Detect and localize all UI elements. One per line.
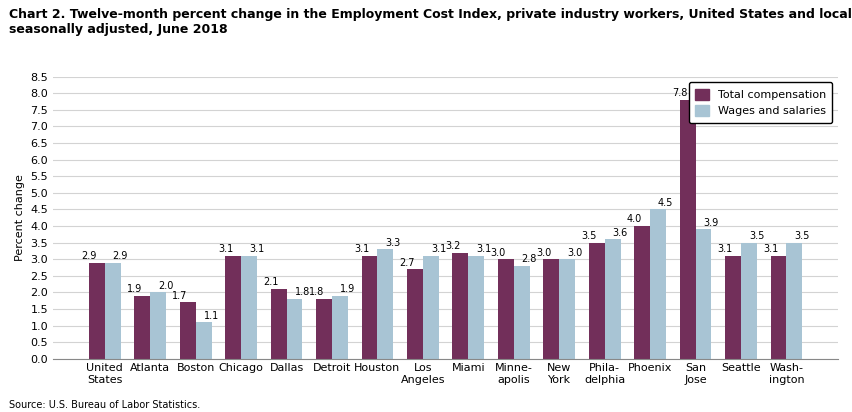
Bar — [649, 209, 665, 359]
Text: 3.1: 3.1 — [763, 244, 778, 254]
Bar — [195, 322, 211, 359]
Bar — [241, 256, 256, 359]
Bar — [694, 229, 711, 359]
Text: 2.7: 2.7 — [399, 258, 414, 267]
Bar — [633, 226, 649, 359]
Text: 2.9: 2.9 — [81, 251, 96, 261]
Bar — [786, 243, 802, 359]
Text: 1.7: 1.7 — [172, 291, 187, 301]
Text: 7.8: 7.8 — [671, 88, 687, 98]
Text: 1.8: 1.8 — [294, 288, 309, 297]
Text: 3.1: 3.1 — [717, 244, 732, 254]
Bar — [604, 239, 619, 359]
Bar — [769, 256, 786, 359]
Text: 2.9: 2.9 — [112, 251, 128, 261]
Text: 3.1: 3.1 — [354, 244, 369, 254]
Text: 4.5: 4.5 — [657, 198, 672, 208]
Text: 2.0: 2.0 — [158, 281, 173, 291]
Text: 3.5: 3.5 — [580, 231, 596, 241]
Text: 2.1: 2.1 — [263, 278, 279, 288]
Text: 3.5: 3.5 — [748, 231, 763, 241]
Bar — [105, 262, 120, 359]
Text: 3.0: 3.0 — [490, 248, 505, 258]
Legend: Total compensation, Wages and salaries: Total compensation, Wages and salaries — [688, 82, 832, 123]
Text: 3.5: 3.5 — [793, 231, 809, 241]
Bar — [498, 259, 513, 359]
Text: 3.2: 3.2 — [445, 241, 460, 251]
Y-axis label: Percent change: Percent change — [15, 174, 25, 261]
Text: 1.9: 1.9 — [127, 284, 142, 294]
Bar — [679, 100, 694, 359]
Text: 3.1: 3.1 — [249, 244, 264, 254]
Bar — [559, 259, 574, 359]
Text: 3.0: 3.0 — [567, 248, 582, 258]
Text: 3.6: 3.6 — [612, 228, 627, 238]
Text: 3.1: 3.1 — [475, 244, 491, 254]
Bar — [513, 266, 529, 359]
Text: 2.8: 2.8 — [521, 254, 537, 264]
Bar — [423, 256, 438, 359]
Bar — [377, 249, 393, 359]
Bar — [270, 289, 286, 359]
Bar — [180, 302, 195, 359]
Text: 3.9: 3.9 — [703, 218, 718, 228]
Bar — [225, 256, 241, 359]
Text: 1.9: 1.9 — [340, 284, 354, 294]
Text: Chart 2. Twelve-month percent change in the Employment Cost Index, private indus: Chart 2. Twelve-month percent change in … — [9, 8, 852, 36]
Text: Source: U.S. Bureau of Labor Statistics.: Source: U.S. Bureau of Labor Statistics. — [9, 400, 199, 410]
Text: 4.0: 4.0 — [626, 214, 642, 225]
Text: 3.1: 3.1 — [430, 244, 446, 254]
Text: 1.8: 1.8 — [308, 288, 324, 297]
Text: 3.1: 3.1 — [217, 244, 233, 254]
Bar — [406, 269, 423, 359]
Bar — [468, 256, 484, 359]
Bar — [724, 256, 740, 359]
Bar — [89, 262, 105, 359]
Bar — [588, 243, 604, 359]
Text: 1.1: 1.1 — [204, 311, 219, 321]
Bar — [543, 259, 559, 359]
Text: 3.3: 3.3 — [385, 238, 400, 248]
Bar — [134, 296, 150, 359]
Bar — [316, 299, 331, 359]
Bar — [361, 256, 377, 359]
Bar — [452, 253, 468, 359]
Bar — [331, 296, 348, 359]
Bar — [740, 243, 756, 359]
Bar — [286, 299, 302, 359]
Bar — [150, 293, 166, 359]
Text: 3.0: 3.0 — [535, 248, 550, 258]
